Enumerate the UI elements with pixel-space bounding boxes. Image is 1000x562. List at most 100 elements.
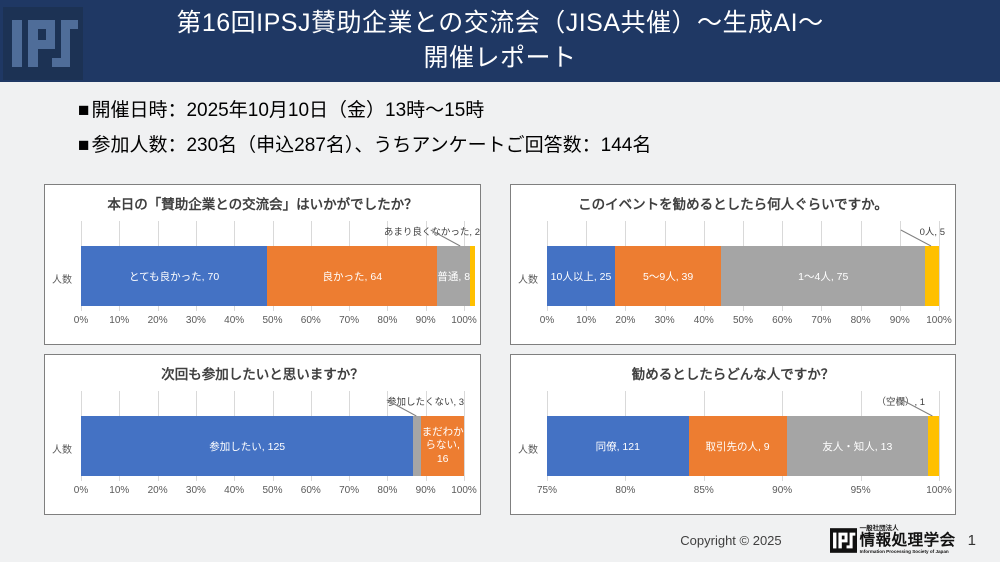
ipsj-logo-text: 一般社団法人 情報処理学会 Information Processing Soc…	[859, 524, 956, 555]
x-axis-tick-label: 90%	[889, 315, 910, 326]
x-axis-ticks: 0% 10% 20% 30% 40% 50% 60% 70% 80% 90% 100%	[540, 315, 952, 329]
x-axis-tick-label: 40%	[224, 315, 245, 326]
bar-segment-label: 参加したい, 125	[209, 440, 286, 453]
x-axis-tick-label: 100%	[451, 315, 477, 326]
bar-segment-label: 取引先の人, 9	[705, 440, 770, 453]
gridline	[939, 391, 940, 481]
slide-title: 第16回IPSJ賛助企業との交流会（JISA共催）～生成AI～ 開催レポート	[0, 6, 1000, 76]
bar-segment-label: 同僚, 121	[595, 440, 640, 453]
callout-leader-line	[81, 221, 464, 246]
bar-segment: 友人・知人, 13	[786, 416, 929, 476]
chart-satisfaction: 本日の「賛助企業との交流会」はいかがでしたか？ 人数 とても良かった, 70 良か…	[44, 184, 481, 345]
x-axis-tick-label: 95%	[850, 485, 871, 496]
x-axis-ticks: 75% 80% 85% 90% 95% 100%	[537, 485, 952, 499]
plot-area: とても良かった, 70 良かった, 64 普通, 8 あまり良くなかった, 2	[81, 221, 480, 311]
x-axis-tick-label: 70%	[339, 485, 360, 496]
chart-body: 人数 参加したい, 125 まだわからない, 16 参加したくない, 3 0% 10%…	[45, 385, 480, 511]
x-axis-tick-label: 85%	[693, 485, 714, 496]
x-axis-tick-label: 40%	[224, 485, 245, 496]
bar-segment: 同僚, 121	[547, 416, 689, 476]
bar-segment-label: 1～4人, 75	[798, 270, 849, 283]
y-axis-label: 人数	[518, 275, 538, 286]
ipsj-footer-logo: 一般社団法人 情報処理学会 Information Processing Soc…	[829, 524, 956, 555]
bar-segment-label: まだわからない, 16	[421, 425, 464, 465]
bar-segment-label: 友人・知人, 13	[822, 440, 893, 453]
logo-org-name: 情報処理学会	[859, 532, 956, 550]
bar-segment: 取引先の人, 9	[688, 416, 787, 476]
x-axis-tick-label: 30%	[185, 485, 206, 496]
copyright-text: Copyright © 2025	[680, 532, 782, 548]
x-axis-tick-label: 50%	[262, 315, 283, 326]
bar-segment: 良かった, 64	[267, 246, 438, 306]
bar-segment	[413, 416, 422, 476]
slide-title-line1: 第16回IPSJ賛助企業との交流会（JISA共催）～生成AI～	[176, 9, 824, 37]
bullet-text: 参加人数：230名（申込287名）、うちアンケートご回答数：144名	[91, 135, 652, 156]
x-axis-tick-label: 75%	[536, 485, 558, 496]
x-axis-tick-label: 80%	[850, 315, 871, 326]
plot-area: 参加したい, 125 まだわからない, 16 参加したくない, 3	[81, 391, 465, 481]
chart-title: 次回も参加したいと思いますか？	[161, 367, 364, 382]
bullet-participants: ■ 参加人数：230名（申込287名）、うちアンケートご回答数：144名	[78, 133, 651, 158]
slide-header: 第16回IPSJ賛助企業との交流会（JISA共催）～生成AI～ 開催レポート	[0, 0, 1000, 82]
x-axis-tick-label: 0%	[73, 315, 89, 326]
bar-segment-label: 普通, 8	[437, 270, 471, 283]
chart-body: 人数 10人以上, 25 5～9人, 39 1～4人, 75 0人, 5 0% 10% 2…	[511, 215, 955, 341]
y-axis-label: 人数	[52, 275, 72, 286]
bar-segment: 1～4人, 75	[721, 246, 926, 306]
chart-body: 人数 とても良かった, 70 良かった, 64 普通, 8 あまり良くなかった, 2 …	[45, 215, 480, 341]
x-axis-tick-label: 80%	[377, 315, 398, 326]
plot-area: 同僚, 121 取引先の人, 9 友人・知人, 13 （空欄）, 1	[547, 391, 940, 481]
plot-area: 10人以上, 25 5～9人, 39 1～4人, 75 0人, 5	[547, 221, 945, 311]
bar-segment-label: とても良かった, 70	[128, 270, 220, 283]
slide-footer: Copyright © 2025 一般社団法人 情報処理学会 Informati…	[680, 521, 976, 559]
x-axis-tick-label: 30%	[185, 315, 206, 326]
bar-segment-label: 10人以上, 25	[550, 270, 612, 283]
stacked-bar: 参加したい, 125 まだわからない, 16	[81, 416, 464, 476]
x-axis-tick-label: 10%	[109, 315, 130, 326]
y-axis-label: 人数	[52, 445, 72, 456]
slide-title-line2: 開催レポート	[423, 44, 577, 72]
x-axis-tick-label: 100%	[926, 485, 952, 496]
x-axis-tick-label: 20%	[147, 315, 168, 326]
callout-leader-line	[547, 221, 939, 246]
x-axis-tick-label: 40%	[693, 315, 714, 326]
bullet-event-datetime: ■ 開催日時：2025年10月10日（金）13時～15時	[78, 98, 651, 123]
chart-body: 人数 同僚, 121 取引先の人, 9 友人・知人, 13 （空欄）, 1 75% 80…	[511, 385, 955, 511]
x-axis-tick-label: 20%	[147, 485, 168, 496]
bar-segment: とても良かった, 70	[81, 246, 268, 306]
x-axis-tick-label: 80%	[377, 485, 398, 496]
x-axis-ticks: 0% 10% 20% 30% 40% 50% 60% 70% 80% 90% 100%	[74, 315, 477, 329]
x-axis-tick-label: 0%	[73, 485, 89, 496]
x-axis-tick-label: 90%	[772, 485, 793, 496]
x-axis-tick-label: 60%	[300, 315, 321, 326]
logo-org-type: 一般社団法人	[859, 524, 899, 532]
x-axis-tick-label: 80%	[615, 485, 636, 496]
x-axis-tick-label: 20%	[615, 315, 636, 326]
bar-segment	[928, 416, 939, 476]
bullet-marker: ■	[78, 135, 90, 156]
bullet-text: 開催日時：2025年10月10日（金）13時～15時	[91, 100, 485, 121]
bar-segment: 10人以上, 25	[547, 246, 616, 306]
callout-leader-line	[547, 391, 939, 416]
chart-title: 本日の「賛助企業との交流会」はいかがでしたか？	[107, 197, 418, 212]
event-summary: ■ 開催日時：2025年10月10日（金）13時～15時 ■ 参加人数：230名（申…	[78, 98, 651, 168]
chart-attend-again: 次回も参加したいと思いますか？ 人数 参加したい, 125 まだわからない, 16…	[44, 354, 481, 515]
x-axis-tick-label: 90%	[415, 485, 436, 496]
callout-leader-line	[81, 391, 464, 416]
x-axis-tick-label: 0%	[539, 315, 555, 326]
ipsj-logo-icon	[829, 527, 857, 553]
bar-segment	[925, 246, 939, 306]
bar-segment: まだわからない, 16	[421, 416, 464, 476]
chart-recommend-target: 勧めるとしたらどんな人ですか？ 人数 同僚, 121 取引先の人, 9 友人・知人,…	[510, 354, 956, 515]
bar-segment: 普通, 8	[437, 246, 471, 306]
x-axis-tick-label: 50%	[262, 485, 283, 496]
x-axis-tick-label: 30%	[654, 315, 675, 326]
bar-segment: 5～9人, 39	[615, 246, 722, 306]
x-axis-tick-label: 60%	[772, 315, 793, 326]
x-axis-tick-label: 100%	[451, 485, 477, 496]
bar-segment-label: 良かった, 64	[322, 270, 383, 283]
callout-label: 参加したくない, 3	[386, 397, 464, 408]
x-axis-ticks: 0% 10% 20% 30% 40% 50% 60% 70% 80% 90% 100%	[74, 485, 477, 499]
callout-label: （空欄）, 1	[876, 397, 925, 408]
